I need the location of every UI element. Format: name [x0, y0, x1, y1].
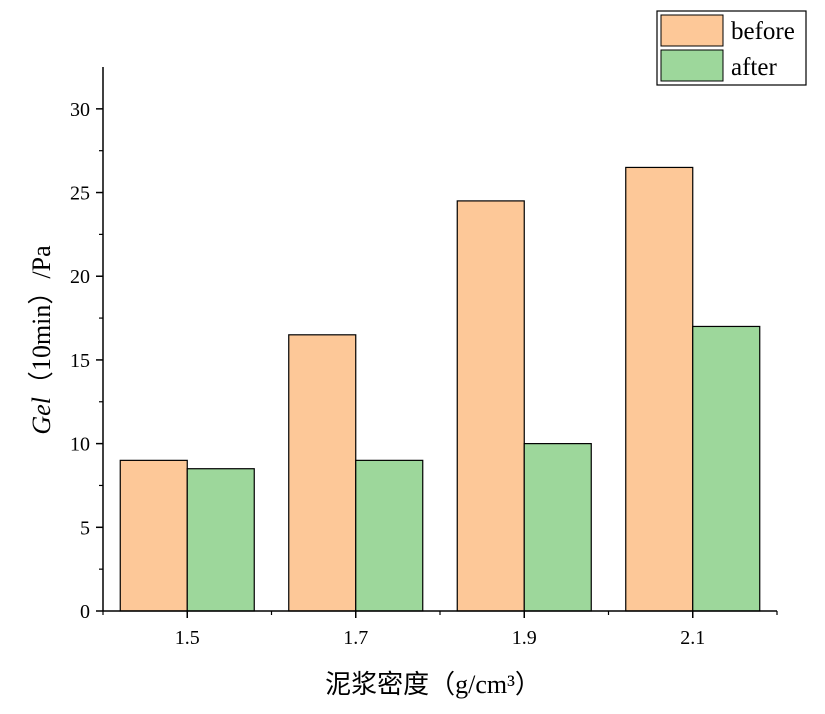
y-tick-label: 20: [70, 266, 90, 288]
legend-label-before: before: [731, 18, 795, 45]
bar-before-1-7: [288, 334, 357, 612]
y-tick-label: 25: [70, 183, 90, 205]
y-tick-label: 0: [80, 601, 90, 623]
x-axis-ticks: 1.5 1.7 1.9 2.1: [102, 611, 778, 649]
bar-before-2-1: [625, 166, 694, 612]
bar-after-1-5: [186, 468, 255, 612]
y-axis-title-italic: Gel: [27, 397, 56, 435]
x-tick-label: 1.9: [512, 627, 537, 649]
y-axis-title: Gel（10min）/Pa: [27, 245, 56, 435]
y-axis-ticks: 0 5 10 15 20 25 30: [70, 99, 103, 623]
x-tick-label: 2.1: [680, 627, 705, 649]
bars-layer: [119, 166, 761, 612]
y-tick-label: 30: [70, 99, 90, 121]
legend: before after: [656, 10, 807, 86]
y-tick-label: 5: [80, 517, 90, 539]
y-tick-label: 15: [70, 350, 90, 372]
y-axis-title-rest: （10min）/Pa: [27, 245, 56, 397]
legend-swatch-before: [660, 14, 724, 47]
x-tick-label: 1.5: [175, 627, 200, 649]
y-tick-label: 10: [70, 434, 90, 456]
x-tick-label: 1.7: [343, 627, 368, 649]
bar-before-1-9: [456, 200, 525, 612]
bar-after-1-9: [523, 443, 592, 612]
x-axis-title: 泥浆密度（g/cm³）: [325, 670, 541, 699]
bar-after-1-7: [355, 459, 424, 612]
axes-layer: 0 5 10 15 20 25 30 1.5 1.7 1.9 2.1: [70, 67, 778, 649]
legend-swatch-after: [660, 49, 724, 82]
bar-before-1-5: [119, 459, 188, 612]
bar-after-2-1: [692, 325, 761, 612]
legend-label-after: after: [731, 54, 777, 81]
